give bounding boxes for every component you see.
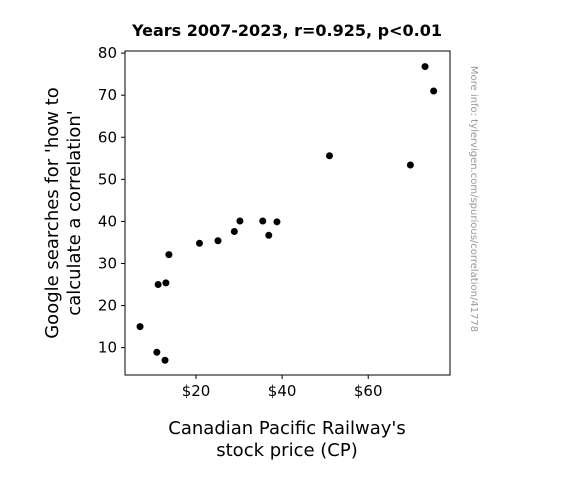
data-point (195, 239, 203, 247)
data-point (153, 348, 161, 356)
data-point (236, 217, 244, 225)
data-point (154, 281, 162, 289)
data-point (162, 279, 170, 287)
data-point (136, 323, 144, 331)
y-tick-label: 40 (98, 212, 117, 230)
y-tick-label: 60 (98, 128, 117, 146)
data-points (136, 63, 438, 364)
y-tick-label: 70 (98, 86, 117, 104)
data-point (273, 218, 281, 226)
y-tick-label: 10 (98, 339, 117, 357)
y-tick-label: 80 (98, 44, 117, 62)
y-axis: 10 20 30 40 50 60 70 80 (98, 44, 125, 357)
data-point (230, 228, 238, 236)
y-tick-label: 20 (98, 297, 117, 315)
data-point (325, 152, 333, 160)
x-axis-label-line-1: Canadian Pacific Railway's (168, 418, 405, 439)
data-point (214, 237, 222, 245)
watermark-text: More info: tylervigen.com/spurious/corre… (468, 66, 479, 332)
y-axis-label-line-2: calculate a correlation' (64, 110, 85, 315)
x-tick-label: $60 (354, 382, 383, 400)
x-tick-label: $20 (182, 382, 211, 400)
data-point (265, 231, 273, 239)
data-point (259, 217, 267, 225)
data-point (406, 161, 414, 169)
y-tick-label: 50 (98, 170, 117, 188)
plot-area-frame (124, 50, 451, 376)
data-point (161, 356, 169, 364)
chart-title: Years 2007-2023, r=0.925, p<0.01 (131, 21, 442, 40)
data-point (430, 87, 438, 95)
x-tick-label: $40 (268, 382, 297, 400)
y-axis-label-line-1: Google searches for 'how to (42, 87, 63, 339)
y-tick-label: 30 (98, 254, 117, 272)
x-axis: $20 $40 $60 (182, 375, 383, 400)
data-point (421, 63, 429, 71)
x-axis-label-line-2: stock price (CP) (216, 440, 357, 461)
data-point (165, 251, 173, 259)
